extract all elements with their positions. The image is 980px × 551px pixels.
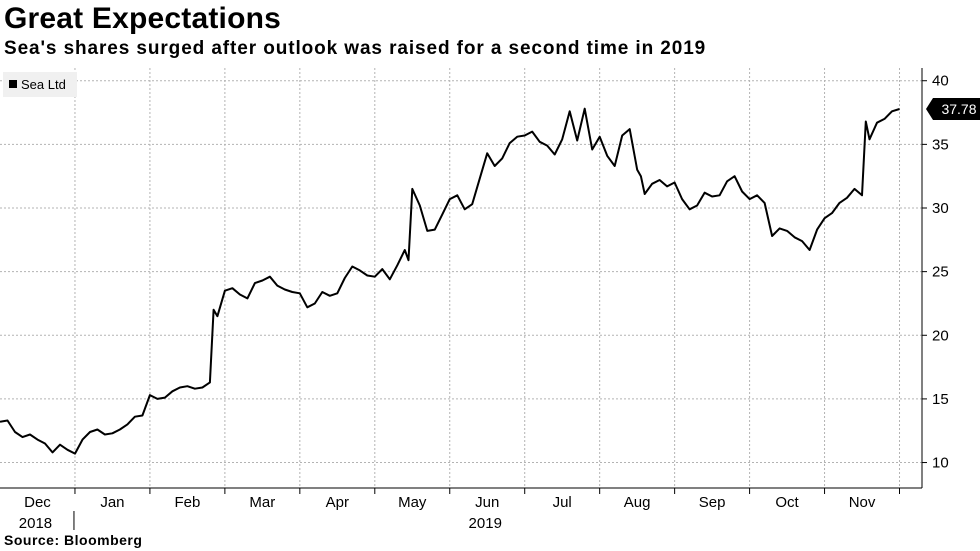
x-tick-label: Dec xyxy=(24,494,51,511)
x-tick-label: Mar xyxy=(249,494,275,511)
x-tick-label: Aug xyxy=(624,494,651,511)
series-layer xyxy=(0,107,900,455)
chart-subtitle: Sea's shares surged after outlook was ra… xyxy=(4,38,707,59)
x-tick-label: Jan xyxy=(100,494,124,511)
year-label: 2018 xyxy=(19,515,52,532)
last-value-label: 37.78 xyxy=(926,97,980,120)
x-tick-label: May xyxy=(398,494,427,511)
y-tick-label: 25 xyxy=(932,264,949,281)
axes xyxy=(0,68,927,530)
last-value-text: 37.78 xyxy=(941,101,976,117)
legend-label: Sea Ltd xyxy=(21,77,66,92)
year-label: 2019 xyxy=(469,515,502,532)
legend: Sea Ltd xyxy=(3,72,77,97)
x-tick-label: Apr xyxy=(326,494,349,511)
x-tick-label: Jul xyxy=(553,494,572,511)
source-note: Source: Bloomberg xyxy=(4,532,143,548)
y-tick-label: 40 xyxy=(932,73,949,90)
x-tick-label: Sep xyxy=(699,494,726,511)
y-tick-label: 15 xyxy=(932,391,949,408)
y-tick-label: 30 xyxy=(932,200,949,217)
series-line-sea-ltd xyxy=(0,107,900,455)
y-tick-label: 20 xyxy=(932,327,949,344)
y-tick-label: 35 xyxy=(932,136,949,153)
x-tick-label: Nov xyxy=(849,494,876,511)
last-value-flag xyxy=(926,97,980,120)
legend-swatch xyxy=(9,80,17,88)
x-tick-label: Jun xyxy=(475,494,499,511)
chart-title: Great Expectations xyxy=(4,2,282,35)
x-tick-label: Feb xyxy=(174,494,200,511)
x-tick-label: Oct xyxy=(775,494,799,511)
y-tick-label: 10 xyxy=(932,455,949,472)
gridlines xyxy=(0,68,922,488)
tick-labels: 10 15 20 25 30 35 40 Dec Jan Feb Mar Apr May Jun Jul Au… xyxy=(19,73,949,532)
